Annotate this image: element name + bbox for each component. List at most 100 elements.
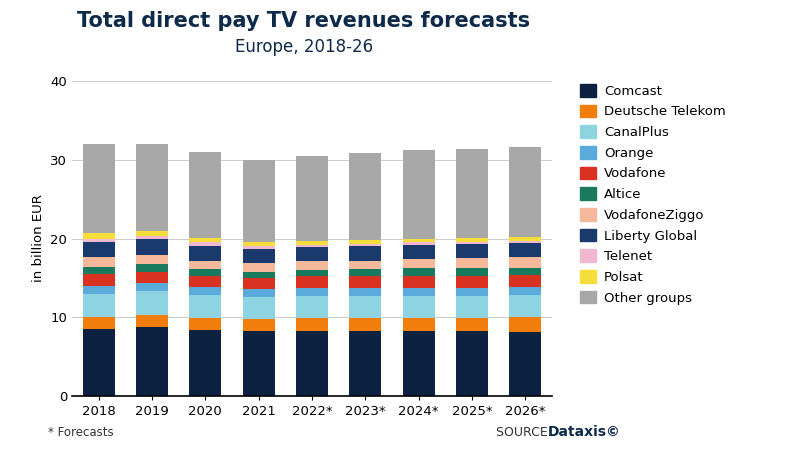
Bar	[402, 296, 434, 318]
Bar	[456, 238, 488, 242]
Bar	[190, 246, 222, 261]
Bar	[190, 261, 222, 269]
Bar	[82, 144, 114, 233]
Bar	[190, 318, 222, 330]
Bar	[242, 271, 274, 278]
Bar	[242, 246, 274, 249]
Bar	[456, 331, 488, 396]
Bar	[402, 318, 434, 331]
Bar	[242, 243, 274, 246]
Bar	[136, 239, 168, 255]
Bar	[82, 238, 114, 242]
Bar	[402, 268, 434, 275]
Bar	[350, 331, 382, 396]
Bar	[456, 258, 488, 268]
Bar	[82, 317, 114, 329]
Bar	[350, 288, 382, 296]
Legend: Comcast, Deutsche Telekom, CanalPlus, Orange, Vodafone, Altice, VodafoneZiggo, L: Comcast, Deutsche Telekom, CanalPlus, Or…	[578, 81, 729, 307]
Bar	[190, 269, 222, 276]
Bar	[242, 263, 274, 271]
Bar	[242, 297, 274, 319]
Bar	[296, 247, 328, 261]
Bar	[136, 315, 168, 327]
Bar	[136, 291, 168, 315]
Bar	[190, 276, 222, 287]
Bar	[456, 318, 488, 331]
Bar	[136, 231, 168, 236]
Bar	[510, 295, 542, 317]
Bar	[402, 259, 434, 268]
Bar	[510, 332, 542, 396]
Bar	[82, 242, 114, 257]
Bar	[190, 238, 222, 243]
Bar	[402, 238, 434, 243]
Bar	[136, 271, 168, 284]
Bar	[242, 331, 274, 396]
Bar	[190, 330, 222, 396]
Bar	[82, 294, 114, 317]
Bar	[402, 243, 434, 245]
Bar	[296, 270, 328, 276]
Bar	[350, 153, 382, 240]
Bar	[350, 318, 382, 331]
Bar	[350, 276, 382, 288]
Bar	[456, 242, 488, 244]
Bar	[242, 160, 274, 243]
Bar	[456, 288, 488, 296]
Bar	[510, 274, 542, 287]
Bar	[350, 247, 382, 261]
Text: SOURCE:: SOURCE:	[496, 426, 556, 439]
Bar	[82, 274, 114, 286]
Bar	[350, 261, 382, 269]
Bar	[350, 244, 382, 247]
Text: * Forecasts: * Forecasts	[48, 426, 114, 439]
Bar	[242, 319, 274, 331]
Bar	[82, 233, 114, 238]
Bar	[456, 244, 488, 258]
Bar	[82, 286, 114, 294]
Y-axis label: in billion EUR: in billion EUR	[32, 194, 45, 283]
Bar	[456, 268, 488, 275]
Bar	[510, 237, 542, 241]
Bar	[402, 288, 434, 296]
Bar	[402, 150, 434, 238]
Bar	[402, 331, 434, 396]
Bar	[510, 243, 542, 257]
Bar	[296, 331, 328, 396]
Bar	[402, 275, 434, 288]
Bar	[350, 296, 382, 318]
Text: Europe, 2018-26: Europe, 2018-26	[235, 38, 373, 56]
Bar	[190, 295, 222, 318]
Bar	[136, 236, 168, 239]
Bar	[296, 261, 328, 270]
Bar	[510, 317, 542, 332]
Bar	[136, 255, 168, 265]
Bar	[82, 267, 114, 274]
Bar	[190, 152, 222, 238]
Bar	[82, 257, 114, 267]
Bar	[296, 318, 328, 331]
Bar	[510, 287, 542, 295]
Bar	[136, 284, 168, 291]
Bar	[242, 289, 274, 297]
Bar	[510, 257, 542, 268]
Bar	[350, 240, 382, 244]
Bar	[136, 144, 168, 231]
Bar	[510, 147, 542, 237]
Bar	[456, 296, 488, 318]
Bar	[296, 245, 328, 247]
Bar	[190, 243, 222, 246]
Bar	[510, 268, 542, 274]
Bar	[190, 287, 222, 295]
Bar	[510, 241, 542, 243]
Text: Total direct pay TV revenues forecasts: Total direct pay TV revenues forecasts	[78, 11, 530, 31]
Bar	[136, 327, 168, 396]
Bar	[456, 275, 488, 288]
Bar	[242, 278, 274, 289]
Bar	[296, 296, 328, 318]
Bar	[456, 148, 488, 238]
Bar	[82, 329, 114, 396]
Bar	[296, 288, 328, 296]
Bar	[296, 156, 328, 241]
Bar	[402, 245, 434, 259]
